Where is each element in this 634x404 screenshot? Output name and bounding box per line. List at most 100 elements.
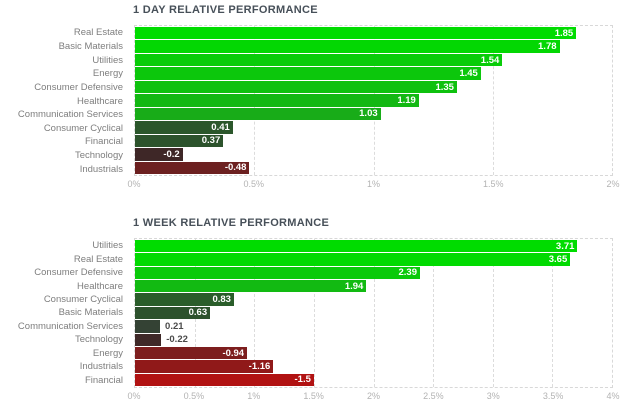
bar-row: 0.41 xyxy=(135,121,612,134)
bar-value-label: -1.16 xyxy=(248,360,271,372)
bar-row: 0.63 xyxy=(135,306,612,320)
category-label: Real Estate xyxy=(73,27,123,39)
performance-bar[interactable]: 1.78 xyxy=(135,40,560,53)
category-label: Consumer Defensive xyxy=(34,81,123,93)
category-label: Consumer Cyclical xyxy=(43,122,123,134)
bar-row: 2.39 xyxy=(135,266,612,280)
bar-value-label: 1.35 xyxy=(435,81,454,93)
category-label: Communication Services xyxy=(17,320,123,332)
gridline xyxy=(433,239,435,387)
performance-bar[interactable]: 3.71 xyxy=(135,240,578,253)
bar-value-label: 1.45 xyxy=(459,68,478,80)
category-label: Industrials xyxy=(79,163,123,175)
performance-bar[interactable]: 1.54 xyxy=(135,53,503,67)
performance-bar[interactable]: 1.45 xyxy=(135,67,481,80)
chart-title-1day: 1 DAY RELATIVE PERFORMANCE xyxy=(133,4,318,16)
axis-tick-label: 2.5% xyxy=(423,391,444,401)
performance-bar[interactable]: 1.85 xyxy=(135,27,577,40)
bar-row: -0.94 xyxy=(135,346,612,360)
category-label: Basic Materials xyxy=(58,307,123,319)
axis-tick-label: 1% xyxy=(366,179,381,189)
gridline xyxy=(254,239,256,387)
performance-bar[interactable]: -0.94 xyxy=(135,346,248,360)
axis-tick-label: 1.5% xyxy=(303,391,324,401)
bar-row: 1.54 xyxy=(135,53,612,67)
bar-row: 1.35 xyxy=(135,80,612,94)
bar-value-label: 1.85 xyxy=(554,27,574,39)
plot-area-1day: 1.85 1.78 1.54 1.45 1.35 1.19 1.03 0.41 0.37 -0.2… xyxy=(134,25,613,176)
gridline xyxy=(313,239,315,387)
bar-row: 1.94 xyxy=(135,280,612,293)
bar-row: 0.83 xyxy=(135,293,612,306)
category-label: Utilities xyxy=(92,240,123,252)
bar-row: -1.5 xyxy=(135,373,612,387)
bar-value-label: 0.83 xyxy=(212,294,231,306)
bar-row: 0.21 xyxy=(135,320,612,333)
performance-bar[interactable]: 1.35 xyxy=(135,80,457,94)
bar-row: -0.22 xyxy=(135,333,612,347)
category-label: Technology xyxy=(74,334,123,346)
bar-row: 1.45 xyxy=(135,67,612,80)
bar-rows-1week: 3.71 3.65 2.39 1.94 0.83 0.63 0.21 -0.22 -0.94 -1… xyxy=(135,240,612,387)
bar-value-label: 3.65 xyxy=(548,254,568,266)
chart-title-1week: 1 WEEK RELATIVE PERFORMANCE xyxy=(133,217,330,229)
category-label: Financial xyxy=(84,374,123,386)
bar-value-label: 0.63 xyxy=(188,307,208,319)
axis-tick-label: 0% xyxy=(127,179,141,189)
performance-bar[interactable]: 0.37 xyxy=(135,134,224,148)
bar-row: -0.2 xyxy=(135,148,612,161)
performance-bar[interactable]: 2.39 xyxy=(135,266,420,280)
axis-tick-label: 4% xyxy=(606,391,620,401)
category-labels-1day: Real Estate Basic Materials Utilities Energ… xyxy=(0,26,129,176)
bar-row: 1.85 xyxy=(135,27,612,40)
performance-bar[interactable]: 1.19 xyxy=(135,94,419,107)
bar-value-label: 2.39 xyxy=(398,267,418,279)
bar-value-label: 0.21 xyxy=(165,320,184,332)
performance-bar[interactable] xyxy=(135,333,162,346)
category-label: Consumer Cyclical xyxy=(43,294,123,306)
bar-row: 0.37 xyxy=(135,134,612,148)
gridline xyxy=(373,239,375,387)
category-label: Industrials xyxy=(79,361,123,373)
x-axis-1week: 0% 0.5% 1% 1.5% 2% 2.5% 3% 3.5% 4% xyxy=(127,391,619,403)
category-label: Communication Services xyxy=(17,109,123,121)
axis-tick-label: 0.5% xyxy=(183,391,205,401)
category-label: Basic Materials xyxy=(58,40,123,52)
axis-tick-label: 0% xyxy=(127,391,141,401)
bar-value-label: 0.41 xyxy=(211,121,230,133)
performance-bar[interactable]: 0.41 xyxy=(135,121,233,134)
axis-tick-label: 2% xyxy=(366,391,381,401)
performance-bar[interactable]: -1.16 xyxy=(135,360,274,373)
category-label: Financial xyxy=(84,136,123,148)
performance-bar[interactable]: 3.65 xyxy=(135,253,571,266)
category-label: Healthcare xyxy=(77,95,123,107)
bar-rows-1day: 1.85 1.78 1.54 1.45 1.35 1.19 1.03 0.41 0.37 -0.2… xyxy=(135,27,612,175)
performance-bar[interactable] xyxy=(135,320,161,333)
performance-bar[interactable]: 0.63 xyxy=(135,306,211,320)
bar-row: 1.19 xyxy=(135,94,612,107)
bar-value-label: -0.48 xyxy=(224,162,247,174)
gridline xyxy=(492,239,494,387)
bar-value-label: 1.78 xyxy=(538,41,557,53)
performance-bar[interactable]: 0.83 xyxy=(135,293,234,306)
axis-tick-label: 3% xyxy=(486,391,500,401)
performance-bar[interactable]: 1.94 xyxy=(135,280,367,293)
performance-bar[interactable]: -1.5 xyxy=(135,373,314,386)
gridline xyxy=(492,26,494,175)
plot-area-1week: 3.71 3.65 2.39 1.94 0.83 0.63 0.21 -0.22 -0.94 -1… xyxy=(134,238,613,388)
axis-tick-label: 1.5% xyxy=(482,179,504,189)
bar-value-label: 3.71 xyxy=(555,240,575,252)
axis-tick-label: 0.5% xyxy=(243,179,265,189)
gridline xyxy=(552,239,554,387)
category-label: Technology xyxy=(74,150,123,162)
bar-row: 3.65 xyxy=(135,253,612,266)
bar-row: 3.71 xyxy=(135,240,612,253)
category-label: Energy xyxy=(92,68,123,80)
axis-tick-label: 3.5% xyxy=(542,391,564,401)
performance-bar[interactable]: -0.2 xyxy=(135,148,183,161)
bar-value-label: 1.03 xyxy=(359,108,378,120)
bar-value-label: -0.22 xyxy=(166,334,188,346)
performance-bar[interactable]: -0.48 xyxy=(135,161,250,174)
performance-bar[interactable]: 1.03 xyxy=(135,107,381,121)
